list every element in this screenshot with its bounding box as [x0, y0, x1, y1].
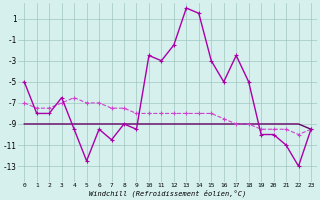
X-axis label: Windchill (Refroidissement éolien,°C): Windchill (Refroidissement éolien,°C) [89, 190, 246, 197]
